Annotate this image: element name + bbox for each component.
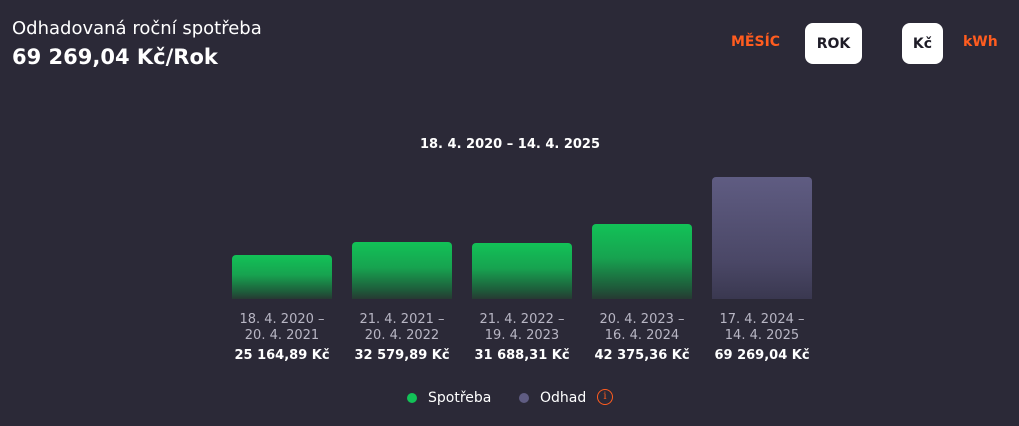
bar-period-start: 18. 4. 2020 – [239, 312, 325, 327]
bar-period-label: 17. 4. 2024 –14. 4. 2025 [692, 312, 832, 344]
bar-estimate[interactable] [712, 177, 812, 299]
bar-consumption[interactable] [352, 242, 452, 299]
bar-period-start: 20. 4. 2023 – [599, 312, 685, 327]
bar-value-label: 32 579,89 Kč [354, 348, 450, 363]
bar-period-end: 19. 4. 2023 [484, 328, 560, 343]
bar-consumption[interactable] [592, 224, 692, 299]
bar-period-start: 17. 4. 2024 – [719, 312, 805, 327]
bar-period-end: 20. 4. 2022 [364, 328, 440, 343]
legend-label-estimate: Odhad [540, 390, 587, 406]
bar-consumption[interactable] [472, 243, 572, 299]
bar-period-start: 21. 4. 2021 – [359, 312, 445, 327]
legend-dot-estimate [519, 393, 529, 403]
legend-label-consumption: Spotřeba [428, 390, 492, 406]
period-year-button[interactable]: ROK [805, 23, 862, 64]
legend-item-estimate: Odhad [519, 390, 586, 406]
info-icon[interactable]: i [597, 389, 613, 405]
bar-period-start: 21. 4. 2022 – [479, 312, 565, 327]
bar-period-label: 21. 4. 2021 –20. 4. 2022 [332, 312, 472, 344]
bar-period-label: 18. 4. 2020 –20. 4. 2021 [212, 312, 352, 344]
header-title: Odhadovaná roční spotřeba [12, 18, 262, 39]
bar-consumption[interactable] [232, 255, 332, 299]
legend-item-consumption: Spotřeba [407, 390, 491, 406]
header-value: 69 269,04 Kč/Rok [12, 45, 218, 69]
bar-period-label: 20. 4. 2023 –16. 4. 2024 [572, 312, 712, 344]
bar-value-label: 31 688,31 Kč [474, 348, 570, 363]
unit-kwh-button[interactable]: kWh [963, 34, 998, 50]
legend-dot-consumption [407, 393, 417, 403]
unit-czk-button[interactable]: Kč [902, 23, 943, 64]
bar-period-end: 16. 4. 2024 [604, 328, 680, 343]
bar-period-label: 21. 4. 2022 –19. 4. 2023 [452, 312, 592, 344]
bar-period-end: 20. 4. 2021 [244, 328, 320, 343]
chart-range-title: 18. 4. 2020 – 14. 4. 2025 [419, 137, 601, 152]
period-month-button[interactable]: MĚSÍC [731, 34, 781, 50]
bar-value-label: 25 164,89 Kč [234, 348, 330, 363]
bar-value-label: 42 375,36 Kč [594, 348, 690, 363]
bar-period-end: 14. 4. 2025 [724, 328, 800, 343]
bar-value-label: 69 269,04 Kč [714, 348, 810, 363]
